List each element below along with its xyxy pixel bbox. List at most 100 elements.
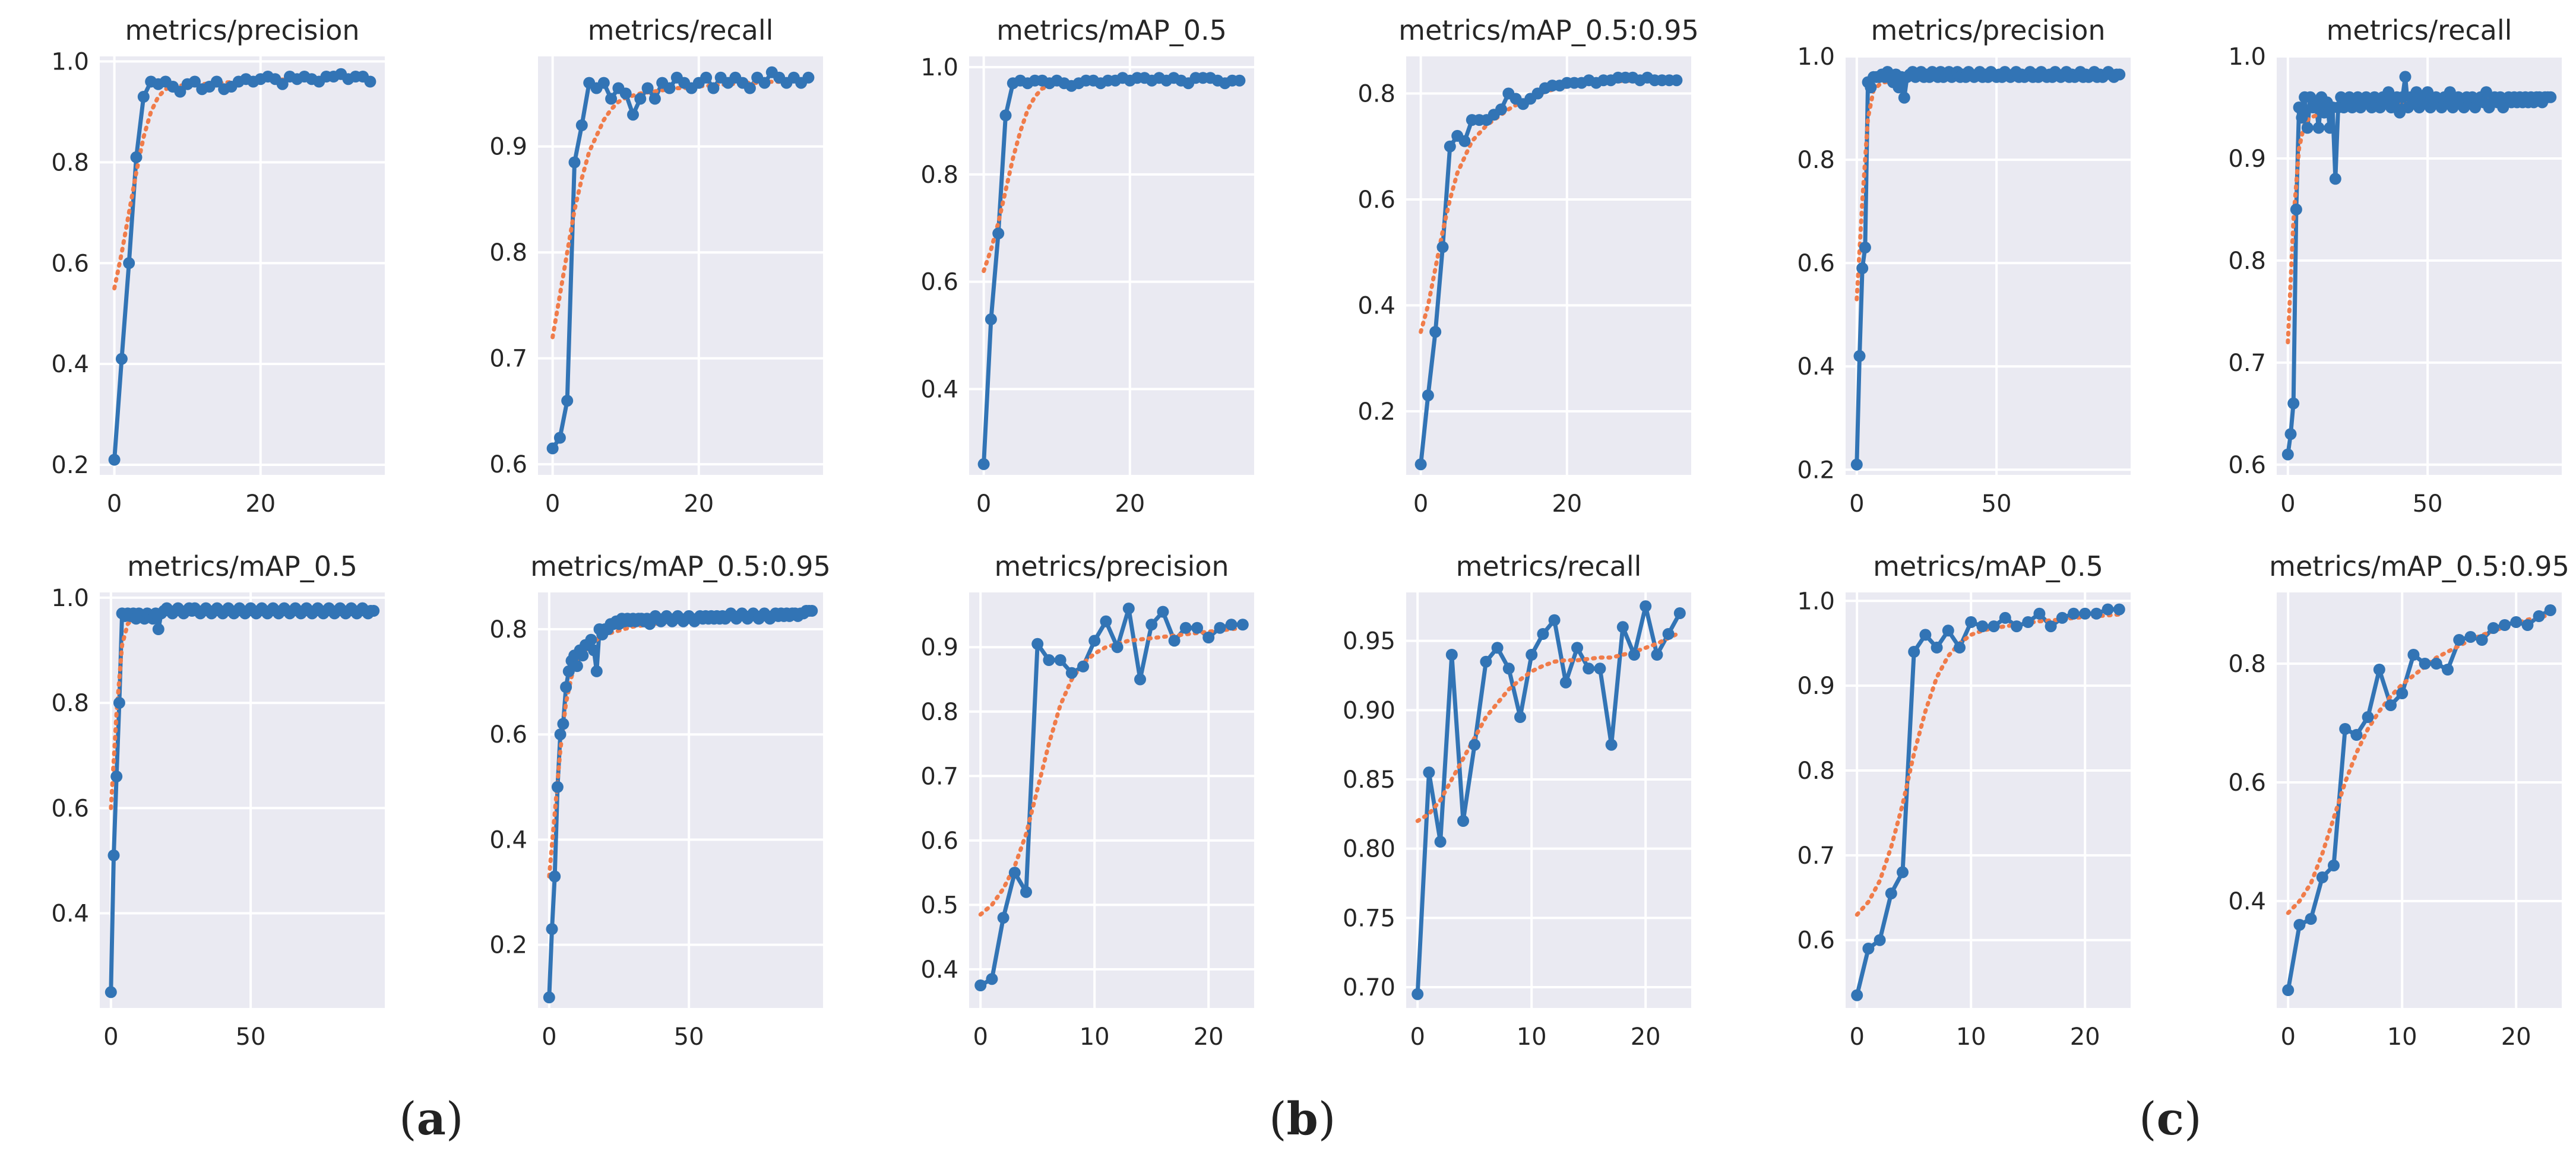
data-point xyxy=(590,665,603,677)
data-point xyxy=(123,257,135,269)
data-point xyxy=(174,85,186,98)
data-point xyxy=(2476,634,2488,646)
data-point xyxy=(619,87,632,100)
y-tick-label: 0.7 xyxy=(489,345,527,373)
y-tick-label: 0.90 xyxy=(1343,697,1395,724)
data-point xyxy=(1168,635,1181,647)
x-tick-label: 50 xyxy=(674,1023,704,1051)
series-line-smooth xyxy=(1855,612,2122,917)
data-point xyxy=(2113,603,2125,616)
y-tick-label: 0.8 xyxy=(1797,757,1835,785)
y-tick-label: 0.6 xyxy=(1797,927,1835,955)
data-point xyxy=(1605,738,1618,751)
data-point xyxy=(2284,428,2297,440)
y-tick-label: 0.75 xyxy=(1343,905,1395,932)
data-point xyxy=(2287,397,2300,410)
y-tick-label: 0.5 xyxy=(920,892,958,919)
plot-area xyxy=(538,56,823,475)
data-point xyxy=(1414,458,1427,471)
data-point xyxy=(2396,687,2409,699)
data-point xyxy=(1445,649,1458,661)
data-point xyxy=(107,849,120,861)
x-tick-label: 0 xyxy=(973,1023,988,1051)
x-tick-label: 20 xyxy=(2070,1023,2100,1051)
y-tick-label: 0.6 xyxy=(2228,769,2266,797)
data-point xyxy=(1429,326,1442,338)
data-point xyxy=(551,781,564,793)
data-point xyxy=(2113,68,2126,81)
x-tick-label: 0 xyxy=(545,490,560,518)
data-point xyxy=(1662,628,1675,640)
data-point xyxy=(1548,614,1561,626)
x-tick-label: 20 xyxy=(1115,490,1145,518)
plot-area xyxy=(1846,56,2131,475)
data-point xyxy=(1616,621,1629,633)
y-tick-label: 0.9 xyxy=(1797,673,1835,700)
chart-title: metrics/mAP_0.5 xyxy=(127,550,357,582)
plot-area xyxy=(100,592,385,1008)
data-point xyxy=(1077,660,1089,673)
y-tick-label: 1.0 xyxy=(1797,588,1835,615)
x-tick-label: 20 xyxy=(1631,1023,1661,1051)
data-point xyxy=(1412,988,1424,1000)
y-tick-label: 0.4 xyxy=(51,901,89,928)
data-point xyxy=(554,728,567,741)
y-tick-label: 0.6 xyxy=(489,451,527,478)
data-point xyxy=(130,151,143,163)
data-point xyxy=(1670,74,1683,87)
data-point xyxy=(1502,662,1515,675)
data-point xyxy=(997,912,1009,924)
data-point xyxy=(557,718,569,730)
x-tick-label: 50 xyxy=(1982,490,2012,518)
data-point xyxy=(806,605,818,617)
data-point xyxy=(1444,140,1456,153)
data-point xyxy=(2521,619,2534,631)
data-point xyxy=(1850,458,1863,471)
data-point xyxy=(1898,91,1910,104)
data-point xyxy=(2045,620,2057,633)
chart-title: metrics/mAP_0.5:0.95 xyxy=(2269,550,2569,582)
data-point xyxy=(2396,91,2409,103)
x-tick-label: 10 xyxy=(1956,1023,1986,1051)
subplot-b-left: 0 50 0.4 0.6 0.8 1.0 metrics/mAP_0.5 xyxy=(51,550,385,1051)
data-point xyxy=(137,91,150,103)
x-tick-label: 10 xyxy=(2387,1023,2417,1051)
data-point xyxy=(571,660,583,673)
data-point xyxy=(1628,649,1640,661)
x-tick-label: 20 xyxy=(1552,490,1582,518)
data-point xyxy=(1031,638,1044,650)
data-point xyxy=(1469,738,1481,751)
panel-label-a: (a) xyxy=(399,1092,464,1145)
data-point xyxy=(1954,641,1966,654)
y-tick-label: 0.4 xyxy=(1357,292,1395,319)
data-point xyxy=(2407,649,2420,661)
subplot-b-right: 0 50 0.6 0.7 0.8 0.9 1.0 metrics/recall xyxy=(2228,14,2562,518)
data-point xyxy=(2033,607,2046,620)
data-point xyxy=(105,986,117,998)
data-point xyxy=(1853,350,1866,362)
data-point xyxy=(1651,649,1663,661)
y-tick-label: 0.4 xyxy=(489,826,527,854)
data-point xyxy=(561,395,574,407)
data-point xyxy=(1851,989,1863,1001)
y-tick-label: 0.9 xyxy=(920,634,958,661)
data-point xyxy=(1065,667,1078,679)
y-tick-label: 0.8 xyxy=(2228,651,2266,678)
y-tick-label: 0.2 xyxy=(51,452,89,479)
data-point xyxy=(627,109,639,121)
panel-label-b: (b) xyxy=(1269,1092,1336,1145)
data-point xyxy=(1897,866,1909,879)
data-point xyxy=(1020,886,1032,898)
data-point xyxy=(2068,607,2080,620)
data-point xyxy=(1423,766,1435,779)
data-point xyxy=(648,93,661,105)
y-tick-label: 0.2 xyxy=(1357,398,1395,426)
plot-area xyxy=(969,592,1254,1008)
data-point xyxy=(1919,629,1932,641)
data-point xyxy=(1233,74,1246,87)
x-tick-label: 10 xyxy=(1080,1023,1110,1051)
y-tick-label: 0.6 xyxy=(920,269,958,296)
data-point xyxy=(1640,600,1652,613)
data-point xyxy=(597,77,610,89)
chart-title: metrics/mAP_0.5 xyxy=(1873,550,2103,582)
